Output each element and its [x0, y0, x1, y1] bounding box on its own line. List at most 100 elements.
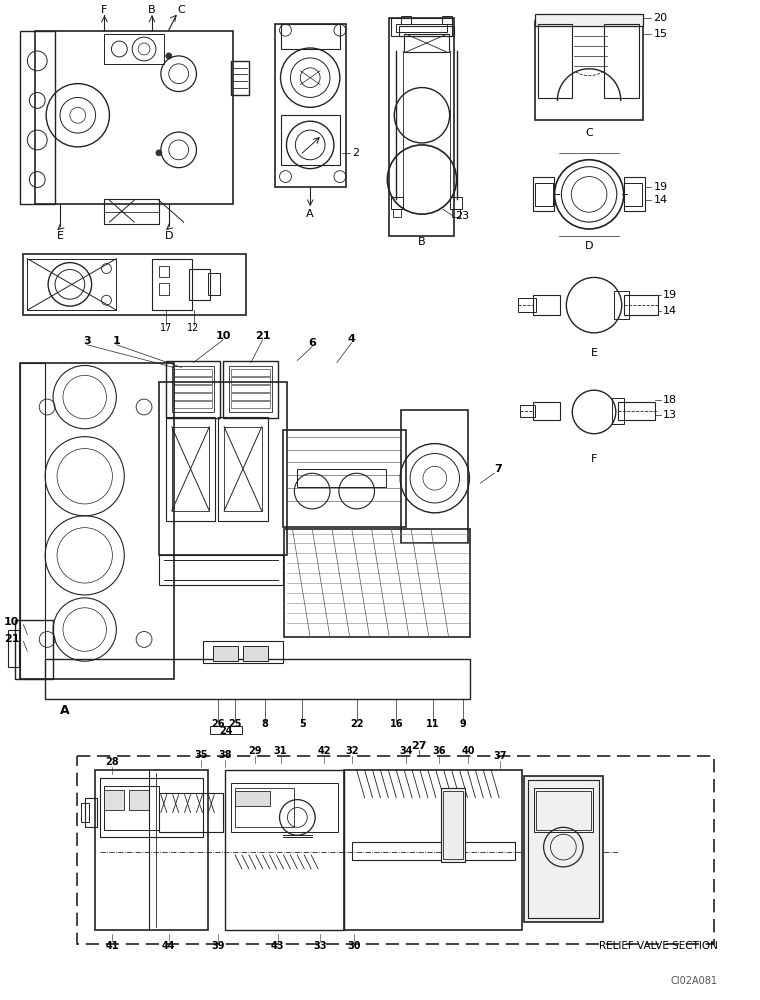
- Text: 12: 12: [187, 323, 200, 333]
- Bar: [159, 266, 169, 277]
- Bar: [231, 783, 338, 832]
- Text: 11: 11: [426, 719, 439, 729]
- Text: 43: 43: [271, 941, 284, 951]
- Text: 35: 35: [195, 750, 208, 760]
- Bar: [533, 177, 555, 211]
- Text: 29: 29: [248, 746, 261, 756]
- Bar: [204, 641, 283, 663]
- Bar: [624, 177, 645, 211]
- Bar: [401, 16, 411, 24]
- Bar: [104, 199, 159, 224]
- Text: 18: 18: [663, 395, 677, 405]
- Text: 37: 37: [493, 751, 507, 761]
- Bar: [129, 790, 149, 810]
- Text: C: C: [178, 5, 185, 15]
- Bar: [77, 756, 714, 944]
- Text: 25: 25: [228, 719, 242, 729]
- Text: 27: 27: [411, 741, 427, 751]
- Text: D: D: [585, 241, 594, 251]
- Bar: [231, 385, 270, 392]
- Bar: [224, 427, 261, 511]
- Text: 34: 34: [400, 746, 413, 756]
- Bar: [614, 291, 629, 319]
- Bar: [344, 770, 522, 930]
- Text: E: E: [56, 231, 64, 241]
- Text: 14: 14: [663, 306, 677, 316]
- Text: 2: 2: [352, 148, 359, 158]
- Bar: [612, 398, 624, 424]
- Bar: [104, 34, 164, 64]
- Text: 5: 5: [299, 719, 306, 729]
- Text: 10: 10: [4, 617, 20, 627]
- Text: 41: 41: [106, 941, 119, 951]
- Bar: [174, 385, 212, 392]
- Bar: [389, 18, 454, 236]
- Text: 8: 8: [261, 719, 268, 729]
- Text: 4: 4: [348, 334, 356, 344]
- Bar: [104, 790, 125, 810]
- Text: 16: 16: [389, 719, 403, 729]
- Text: 3: 3: [83, 336, 90, 346]
- Bar: [536, 791, 591, 830]
- Bar: [159, 283, 169, 295]
- Text: 39: 39: [211, 941, 225, 951]
- Bar: [214, 646, 238, 661]
- Bar: [618, 402, 655, 420]
- Bar: [235, 791, 270, 806]
- Text: 38: 38: [218, 750, 232, 760]
- Circle shape: [156, 150, 162, 156]
- Bar: [297, 469, 386, 487]
- Bar: [537, 24, 572, 98]
- Bar: [152, 259, 192, 310]
- Bar: [535, 21, 644, 120]
- Bar: [443, 791, 464, 859]
- Bar: [533, 295, 560, 315]
- Bar: [21, 31, 55, 204]
- Bar: [396, 24, 447, 32]
- Bar: [225, 770, 344, 930]
- Bar: [533, 402, 560, 420]
- Bar: [235, 788, 294, 827]
- Bar: [520, 405, 535, 417]
- Text: 26: 26: [211, 719, 225, 729]
- Bar: [188, 269, 211, 300]
- Text: 19: 19: [654, 182, 667, 192]
- Text: CI02A081: CI02A081: [670, 976, 717, 986]
- Bar: [27, 259, 116, 310]
- Bar: [229, 366, 271, 412]
- Bar: [231, 377, 270, 384]
- Bar: [172, 427, 209, 511]
- Bar: [172, 366, 214, 412]
- Bar: [94, 770, 208, 930]
- Bar: [231, 369, 270, 376]
- Text: 9: 9: [459, 719, 466, 729]
- Bar: [21, 363, 174, 679]
- Bar: [518, 298, 536, 312]
- Text: 1: 1: [112, 336, 120, 346]
- Bar: [604, 24, 638, 98]
- Bar: [223, 361, 277, 418]
- Text: 7: 7: [494, 464, 502, 474]
- Text: 23: 23: [455, 211, 470, 221]
- Bar: [624, 295, 658, 315]
- Bar: [535, 14, 644, 26]
- Text: 24: 24: [220, 726, 233, 736]
- Bar: [24, 254, 246, 315]
- Text: 31: 31: [274, 746, 287, 756]
- Circle shape: [166, 53, 172, 59]
- Bar: [442, 16, 451, 24]
- Bar: [404, 34, 448, 52]
- Bar: [524, 776, 603, 922]
- Text: D: D: [164, 231, 173, 241]
- Text: 30: 30: [347, 941, 360, 951]
- Text: 19: 19: [663, 290, 677, 300]
- Bar: [624, 183, 641, 206]
- Bar: [218, 417, 268, 521]
- Bar: [527, 780, 599, 918]
- Bar: [231, 393, 270, 400]
- Text: 15: 15: [654, 29, 667, 39]
- Bar: [159, 793, 223, 832]
- Text: 10: 10: [216, 331, 231, 341]
- Text: 36: 36: [432, 746, 445, 756]
- Bar: [84, 798, 97, 827]
